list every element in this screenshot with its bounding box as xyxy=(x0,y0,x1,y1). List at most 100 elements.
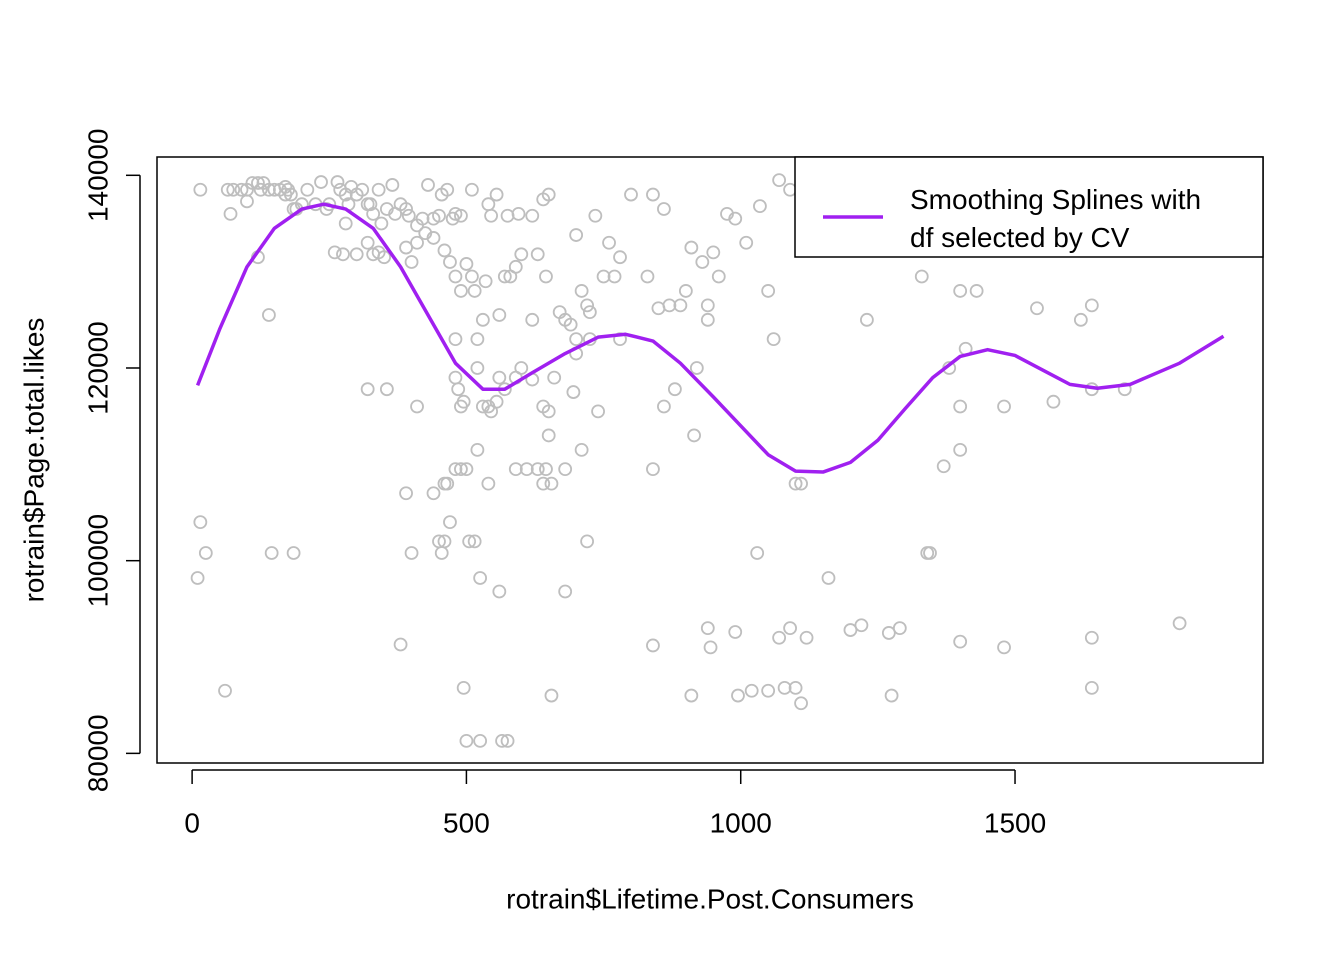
point xyxy=(401,208,416,223)
point xyxy=(739,235,754,250)
point xyxy=(264,546,279,560)
point xyxy=(914,269,929,284)
point xyxy=(432,208,446,223)
point xyxy=(385,178,400,192)
point xyxy=(451,382,466,397)
point xyxy=(640,269,655,284)
point xyxy=(492,370,507,385)
point xyxy=(860,312,874,327)
point xyxy=(379,382,394,397)
point xyxy=(360,235,375,250)
point xyxy=(536,476,551,491)
y-tick-label: 100000 xyxy=(82,514,113,607)
point xyxy=(448,462,463,477)
point xyxy=(788,476,803,491)
point xyxy=(426,231,441,245)
point xyxy=(772,630,787,645)
point xyxy=(462,534,477,549)
point xyxy=(456,680,471,695)
point xyxy=(467,534,482,549)
y-tick-label: 140000 xyxy=(82,129,113,222)
point xyxy=(484,208,499,223)
point xyxy=(596,269,611,284)
point xyxy=(646,638,660,653)
point xyxy=(706,245,721,260)
point xyxy=(525,312,540,327)
point xyxy=(788,680,803,695)
point xyxy=(541,428,556,443)
point xyxy=(997,399,1011,414)
point xyxy=(223,206,238,221)
point xyxy=(624,187,638,202)
x-tick-label: 1000 xyxy=(710,807,772,838)
point xyxy=(541,404,556,419)
point xyxy=(700,312,715,327)
point xyxy=(969,284,984,298)
point xyxy=(426,486,441,501)
spline-line xyxy=(195,202,1225,474)
point xyxy=(728,211,743,226)
point xyxy=(465,269,479,284)
legend-box xyxy=(794,156,1264,258)
point xyxy=(695,255,710,269)
point xyxy=(884,688,899,703)
point xyxy=(448,269,463,284)
point xyxy=(300,182,315,197)
point xyxy=(393,637,408,652)
point xyxy=(489,187,504,202)
point xyxy=(245,176,260,190)
point xyxy=(646,187,660,202)
point xyxy=(454,284,468,298)
point xyxy=(953,284,968,298)
point xyxy=(700,621,715,636)
point xyxy=(1046,394,1061,409)
point xyxy=(602,235,616,250)
point xyxy=(360,382,375,397)
point xyxy=(1084,630,1099,645)
point xyxy=(500,733,515,748)
point xyxy=(286,546,301,560)
point xyxy=(456,394,471,409)
point xyxy=(892,621,907,636)
point xyxy=(519,462,534,477)
point xyxy=(278,187,293,202)
point xyxy=(761,683,776,698)
point xyxy=(253,182,268,197)
point xyxy=(794,696,808,711)
point xyxy=(473,571,488,585)
point xyxy=(220,182,235,197)
point xyxy=(193,182,208,197)
point xyxy=(470,332,485,346)
point xyxy=(657,202,671,216)
point xyxy=(684,688,699,703)
point xyxy=(530,462,545,477)
point xyxy=(744,683,759,698)
point xyxy=(613,332,627,346)
point xyxy=(404,546,419,560)
x-tick-label: 1500 xyxy=(984,807,1046,838)
point xyxy=(366,206,381,221)
point xyxy=(558,462,573,477)
point xyxy=(377,250,392,265)
point xyxy=(251,176,265,190)
point xyxy=(470,361,485,375)
point xyxy=(465,182,479,197)
point xyxy=(421,178,435,192)
point xyxy=(497,269,512,284)
point xyxy=(539,462,553,477)
point xyxy=(511,206,526,221)
point xyxy=(404,255,419,269)
plot-frame xyxy=(156,156,1264,764)
point xyxy=(1117,382,1132,397)
point xyxy=(467,284,482,298)
point xyxy=(574,442,589,457)
point xyxy=(440,182,455,197)
point xyxy=(454,208,468,223)
x-axis-title: rotrain$Lifetime.Post.Consumers xyxy=(506,883,914,914)
point xyxy=(399,202,413,216)
point xyxy=(563,317,578,332)
x-tick-label: 0 xyxy=(184,807,200,838)
point xyxy=(508,259,523,274)
point xyxy=(443,255,457,269)
